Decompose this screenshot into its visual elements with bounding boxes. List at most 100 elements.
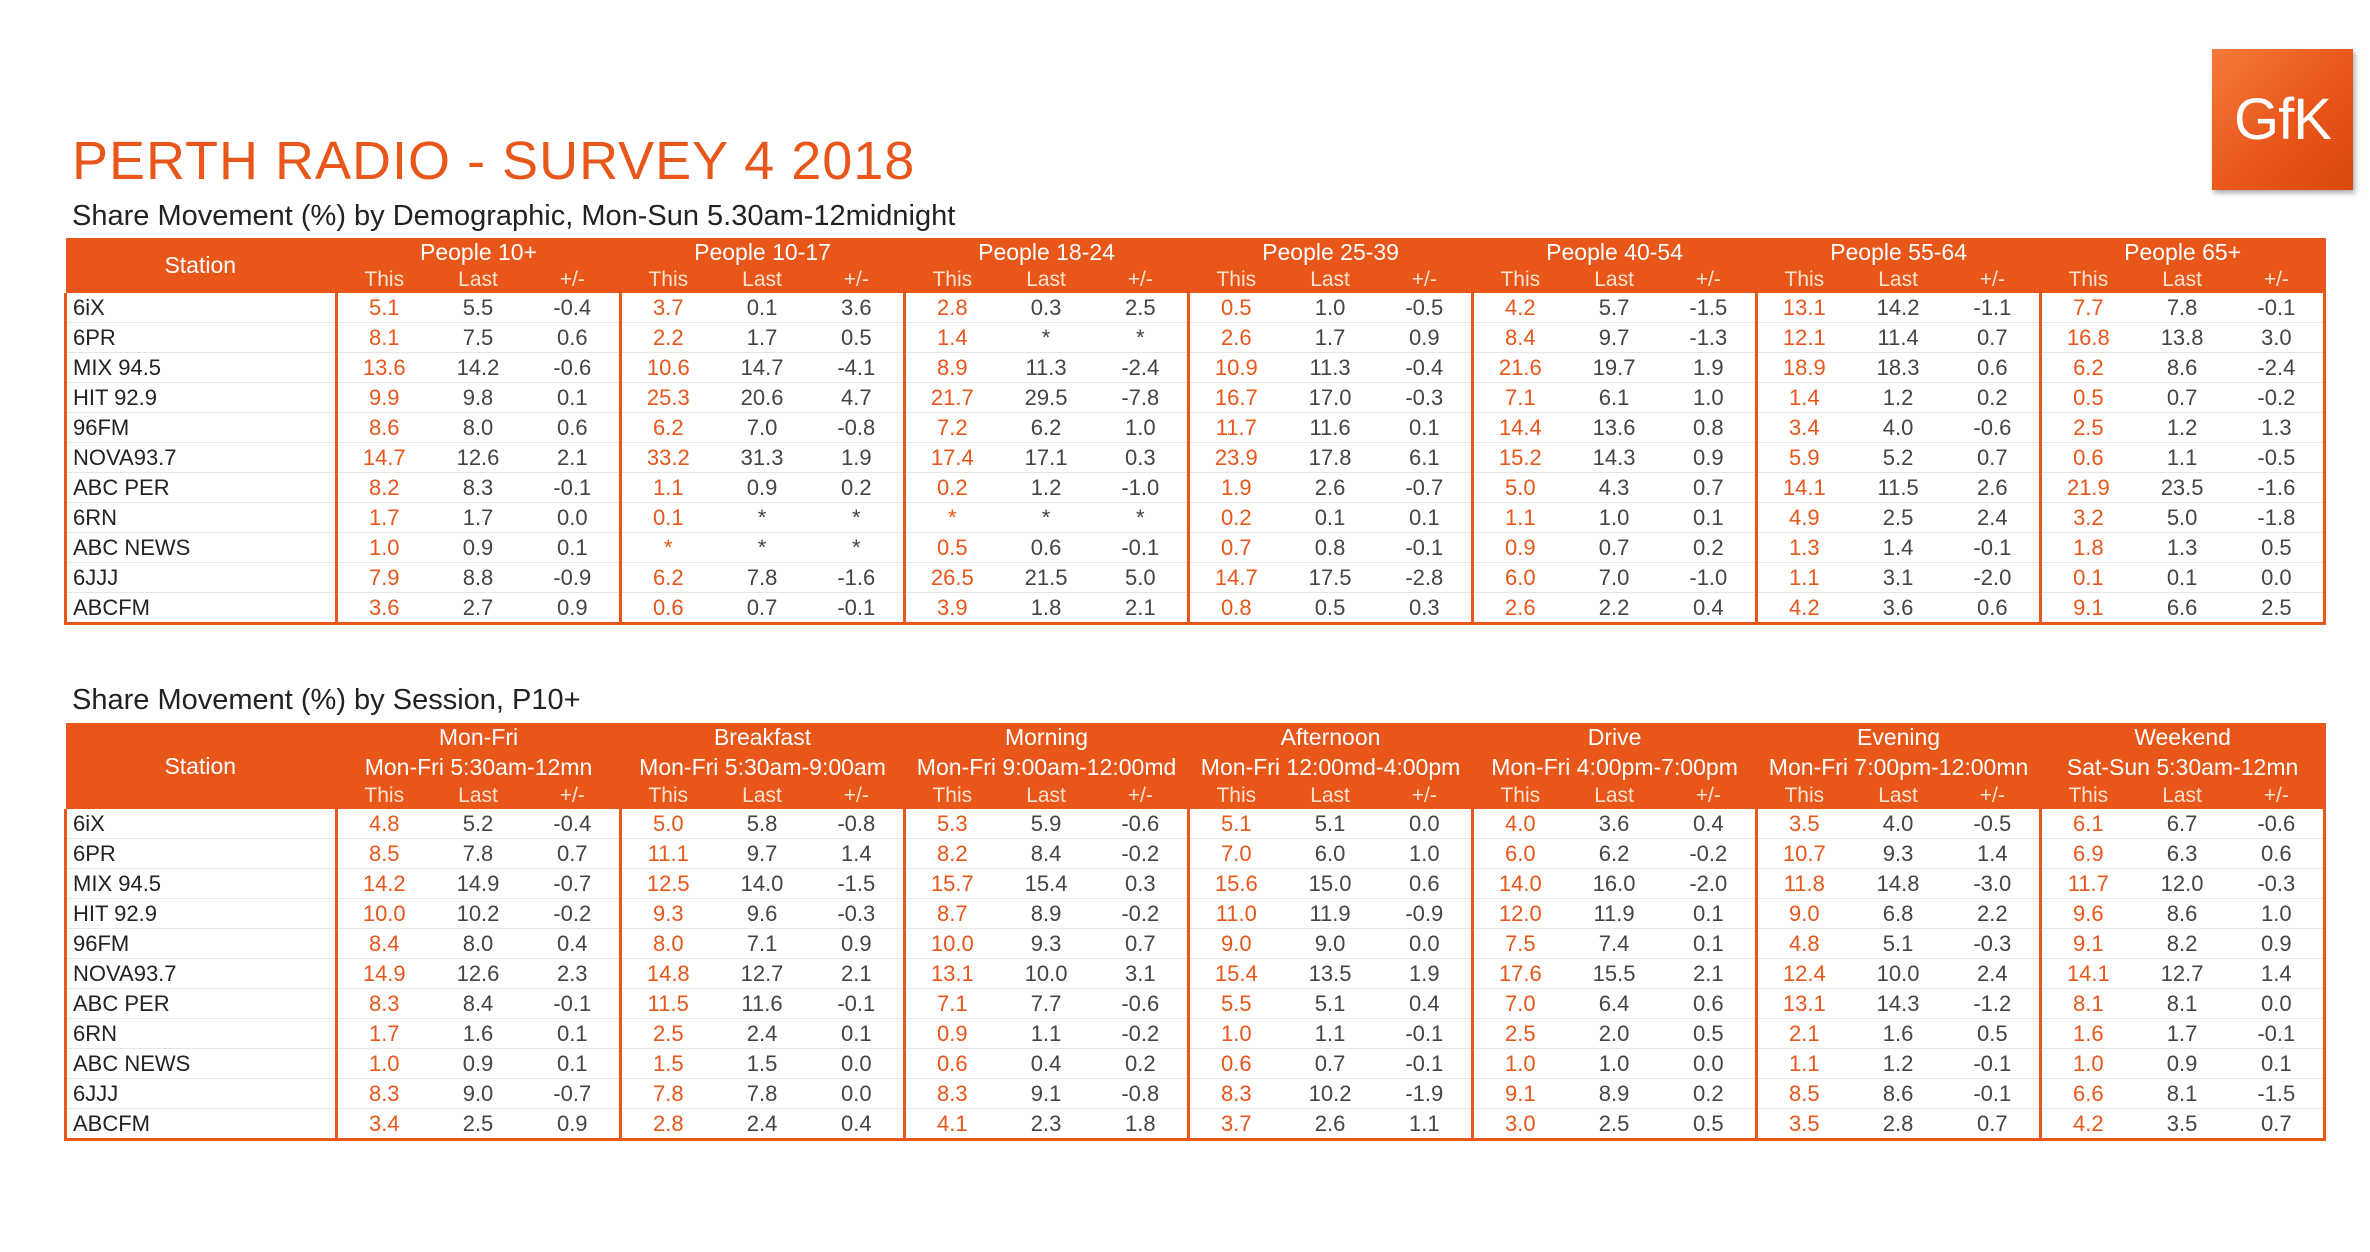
change-value: -0.4 bbox=[525, 809, 621, 839]
last-value: 0.6 bbox=[998, 532, 1094, 563]
last-value: 14.8 bbox=[1850, 868, 1946, 899]
this-value: 8.3 bbox=[1187, 1078, 1283, 1109]
this-value: 8.3 bbox=[335, 988, 431, 1019]
change-value: 0.2 bbox=[809, 472, 905, 503]
change-value: 0.6 bbox=[1945, 352, 2041, 383]
last-value: 15.4 bbox=[998, 868, 1094, 899]
change-value: -1.9 bbox=[1377, 1078, 1473, 1109]
station-name: HIT 92.9 bbox=[64, 898, 337, 929]
change-value: -0.6 bbox=[525, 352, 621, 383]
last-value: 10.0 bbox=[1850, 958, 1946, 989]
this-value: 0.6 bbox=[619, 592, 715, 624]
change-value: -7.8 bbox=[1093, 382, 1189, 413]
change-value: 0.6 bbox=[2229, 838, 2325, 869]
last-header: Last bbox=[1282, 783, 1378, 809]
change-value: -0.5 bbox=[1945, 809, 2041, 839]
change-value: -0.1 bbox=[2229, 293, 2325, 323]
group-header: People 65+ bbox=[2039, 238, 2325, 267]
this-value: 6.0 bbox=[1471, 838, 1567, 869]
this-value: 0.1 bbox=[619, 502, 715, 533]
group-header: People 10+ bbox=[334, 238, 621, 267]
table-row: ABC PER 8.2 8.3 -0.1 1.1 0.9 0.2 0.2 1.2 -1.0 1.9 2… bbox=[64, 472, 2325, 503]
this-value: 4.2 bbox=[2039, 1108, 2135, 1140]
this-value: 2.5 bbox=[2039, 412, 2135, 443]
last-value: 0.1 bbox=[2134, 562, 2230, 593]
table-row: 6PR 8.1 7.5 0.6 2.2 1.7 0.5 1.4 * * 2.6 1.7 0.9 8.4 9.… bbox=[64, 322, 2325, 353]
last-value: 8.3 bbox=[430, 472, 526, 503]
last-value: 12.6 bbox=[430, 442, 526, 473]
change-value: 1.1 bbox=[1377, 1108, 1473, 1140]
this-value: 1.8 bbox=[2039, 532, 2135, 563]
this-value: 6.2 bbox=[619, 412, 715, 443]
this-value: 7.1 bbox=[1471, 382, 1567, 413]
this-value: 2.8 bbox=[619, 1108, 715, 1140]
last-value: 5.1 bbox=[1850, 928, 1946, 959]
last-value: 13.5 bbox=[1282, 958, 1378, 989]
change-value: -0.2 bbox=[525, 898, 621, 929]
last-value: 8.4 bbox=[998, 838, 1094, 869]
this-value: 6.6 bbox=[2039, 1078, 2135, 1109]
station-name: 6PR bbox=[64, 838, 337, 869]
this-value: 0.2 bbox=[903, 472, 999, 503]
change-value: 0.3 bbox=[1093, 868, 1189, 899]
last-header: Last bbox=[430, 783, 526, 809]
last-value: 8.6 bbox=[2134, 352, 2230, 383]
last-header: Last bbox=[2134, 783, 2230, 809]
this-value: 12.5 bbox=[619, 868, 715, 899]
change-value: 0.1 bbox=[809, 1018, 905, 1049]
last-value: 5.2 bbox=[1850, 442, 1946, 473]
change-value: -2.8 bbox=[1377, 562, 1473, 593]
change-value: 0.2 bbox=[1661, 1078, 1757, 1109]
change-value: * bbox=[809, 532, 905, 563]
last-value: 7.8 bbox=[2134, 293, 2230, 323]
change-value: -0.6 bbox=[1093, 809, 1189, 839]
last-value: 2.7 bbox=[430, 592, 526, 624]
this-value: 8.0 bbox=[619, 928, 715, 959]
change-header: +/- bbox=[809, 783, 905, 809]
this-value: 3.9 bbox=[903, 592, 999, 624]
last-value: 7.8 bbox=[714, 562, 810, 593]
this-value: 15.2 bbox=[1471, 442, 1567, 473]
station-name: NOVA93.7 bbox=[64, 442, 337, 473]
change-value: 0.1 bbox=[1661, 898, 1757, 929]
change-header: +/- bbox=[1377, 267, 1473, 293]
last-value: 8.1 bbox=[2134, 1078, 2230, 1109]
this-value: 0.6 bbox=[1187, 1048, 1283, 1079]
change-value: -1.1 bbox=[1945, 293, 2041, 323]
this-header: This bbox=[1755, 783, 1851, 809]
session-time-header: Mon-Fri 5:30am-12mn bbox=[334, 752, 621, 783]
change-value: 0.6 bbox=[525, 322, 621, 353]
this-value: 6.2 bbox=[2039, 352, 2135, 383]
change-value: 0.7 bbox=[1661, 472, 1757, 503]
change-value: -0.9 bbox=[525, 562, 621, 593]
session-time-header: Mon-Fri 4:00pm-7:00pm bbox=[1471, 752, 1757, 783]
last-value: 8.0 bbox=[430, 412, 526, 443]
table-row: 6JJJ 7.9 8.8 -0.9 6.2 7.8 -1.6 26.5 21.5 5.0 14.7 1… bbox=[64, 562, 2325, 593]
last-value: 2.5 bbox=[430, 1108, 526, 1140]
this-header: This bbox=[903, 267, 999, 293]
this-value: 17.6 bbox=[1471, 958, 1567, 989]
last-value: 1.6 bbox=[430, 1018, 526, 1049]
last-value: 20.6 bbox=[714, 382, 810, 413]
last-value: 10.2 bbox=[1282, 1078, 1378, 1109]
last-value: 2.5 bbox=[1850, 502, 1946, 533]
this-value: 1.4 bbox=[903, 322, 999, 353]
last-value: 9.3 bbox=[998, 928, 1094, 959]
last-value: 0.3 bbox=[998, 293, 1094, 323]
table2-subtitle: Share Movement (%) by Session, P10+ bbox=[72, 684, 581, 716]
change-value: -3.0 bbox=[1945, 868, 2041, 899]
group-header: Evening bbox=[1755, 723, 2041, 752]
this-value: 1.0 bbox=[335, 532, 431, 563]
this-value: 9.3 bbox=[619, 898, 715, 929]
change-value: -0.1 bbox=[1945, 1048, 2041, 1079]
table-row: 96FM 8.6 8.0 0.6 6.2 7.0 -0.8 7.2 6.2 1.0 11.7 11.6… bbox=[64, 412, 2325, 443]
last-value: 7.0 bbox=[1566, 562, 1662, 593]
this-value: 10.6 bbox=[619, 352, 715, 383]
station-name: 96FM bbox=[64, 412, 337, 443]
this-header: This bbox=[1755, 267, 1851, 293]
last-value: 3.6 bbox=[1850, 592, 1946, 624]
this-value: 0.5 bbox=[2039, 382, 2135, 413]
this-value: 4.8 bbox=[1755, 928, 1851, 959]
this-value: 8.5 bbox=[335, 838, 431, 869]
last-value: 13.8 bbox=[2134, 322, 2230, 353]
